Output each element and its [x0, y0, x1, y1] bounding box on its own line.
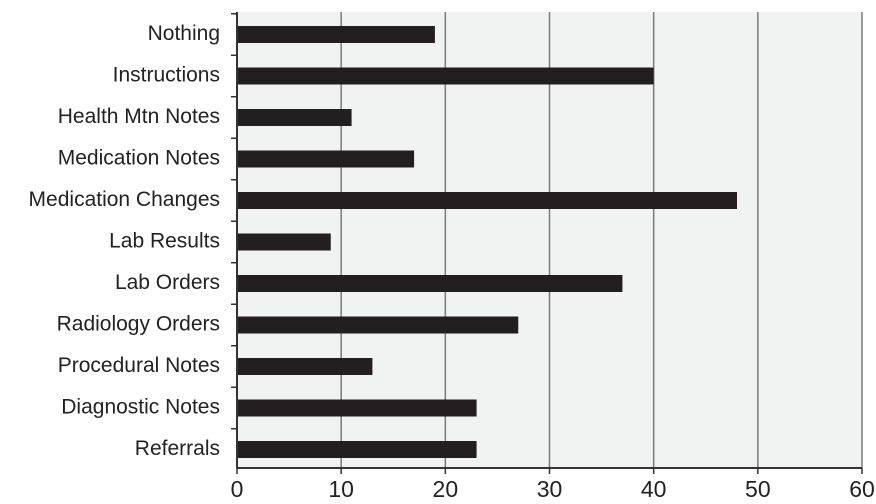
bar-3 [237, 150, 415, 168]
category-label-0: Nothing [148, 22, 220, 45]
x-tick-label-40: 40 [641, 476, 667, 502]
bar-5 [237, 233, 331, 251]
bar-8 [237, 358, 373, 375]
x-tick-labels: 0 10 20 30 40 50 60 [231, 476, 875, 502]
category-label-1: Instructions [113, 64, 220, 87]
category-label-9: Diagnostic Notes [61, 396, 220, 419]
bar-1 [237, 67, 654, 85]
bar-4 [237, 192, 737, 209]
category-label-8: Procedural Notes [58, 354, 220, 377]
bar-2 [237, 109, 352, 126]
x-tick-label-0: 0 [231, 476, 244, 502]
x-tick-label-10: 10 [328, 476, 354, 502]
bars [237, 26, 737, 458]
category-label-6: Lab Orders [115, 271, 220, 294]
axes [231, 12, 863, 474]
x-tick-label-20: 20 [433, 476, 459, 502]
category-label-4: Medication Changes [29, 188, 220, 211]
category-label-3: Medication Notes [58, 147, 220, 170]
category-label-7: Radiology Orders [57, 313, 220, 336]
bar-7 [237, 316, 519, 334]
category-label-10: Referrals [135, 437, 220, 460]
grid-lines [340, 12, 863, 468]
x-tick-label-30: 30 [537, 476, 563, 502]
category-label-5: Lab Results [109, 230, 220, 253]
category-labels: Nothing Instructions Health Mtn Notes Medic… [29, 22, 220, 460]
bar-0 [237, 26, 435, 43]
bar-10 [237, 441, 477, 458]
bar-9 [237, 399, 477, 417]
bar-6 [237, 275, 623, 292]
category-label-2: Health Mtn Notes [58, 105, 220, 128]
x-tick-label-60: 60 [849, 476, 875, 502]
x-tick-label-50: 50 [745, 476, 771, 502]
